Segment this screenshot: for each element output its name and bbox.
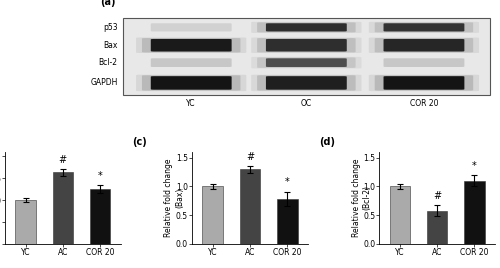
FancyBboxPatch shape — [257, 38, 356, 53]
Bar — [90, 189, 110, 244]
FancyBboxPatch shape — [136, 38, 246, 53]
Text: OC: OC — [301, 99, 312, 108]
Y-axis label: Relative fold change
(Bcl-2): Relative fold change (Bcl-2) — [352, 159, 372, 237]
Bar — [122, 18, 490, 95]
Text: *: * — [472, 161, 477, 171]
FancyBboxPatch shape — [369, 38, 479, 53]
Text: (a): (a) — [100, 0, 116, 7]
Text: *: * — [285, 177, 290, 187]
FancyBboxPatch shape — [251, 38, 362, 53]
FancyBboxPatch shape — [266, 23, 347, 31]
FancyBboxPatch shape — [384, 58, 464, 67]
FancyBboxPatch shape — [374, 38, 473, 53]
FancyBboxPatch shape — [384, 39, 464, 51]
Text: #: # — [433, 191, 442, 201]
Bar — [52, 172, 73, 244]
FancyBboxPatch shape — [257, 57, 356, 68]
Y-axis label: Relative fold change
(Bax): Relative fold change (Bax) — [164, 159, 184, 237]
FancyBboxPatch shape — [384, 76, 464, 90]
FancyBboxPatch shape — [251, 75, 362, 91]
FancyBboxPatch shape — [257, 75, 356, 91]
Text: (d): (d) — [320, 137, 336, 147]
Bar — [427, 211, 448, 244]
Bar — [390, 186, 410, 244]
FancyBboxPatch shape — [151, 39, 232, 51]
Text: *: * — [98, 171, 102, 181]
Text: Bax: Bax — [104, 41, 118, 50]
FancyBboxPatch shape — [266, 39, 347, 51]
FancyBboxPatch shape — [251, 57, 362, 68]
Text: YC: YC — [186, 99, 196, 108]
FancyBboxPatch shape — [266, 76, 347, 90]
Text: #: # — [58, 155, 67, 165]
FancyBboxPatch shape — [257, 23, 356, 32]
Text: Bcl-2: Bcl-2 — [98, 58, 117, 67]
Text: COR 20: COR 20 — [410, 99, 438, 108]
FancyBboxPatch shape — [374, 75, 473, 91]
FancyBboxPatch shape — [384, 23, 464, 31]
Bar — [464, 181, 484, 244]
FancyBboxPatch shape — [266, 58, 347, 67]
FancyBboxPatch shape — [136, 75, 246, 91]
FancyBboxPatch shape — [251, 22, 362, 33]
Text: (c): (c) — [132, 137, 147, 147]
Text: #: # — [246, 151, 254, 162]
FancyBboxPatch shape — [151, 76, 232, 90]
Bar — [277, 199, 297, 244]
Text: GAPDH: GAPDH — [90, 79, 118, 87]
Text: p53: p53 — [103, 23, 118, 32]
Bar — [202, 186, 223, 244]
Bar — [16, 200, 36, 244]
FancyBboxPatch shape — [374, 23, 473, 32]
FancyBboxPatch shape — [369, 22, 479, 33]
FancyBboxPatch shape — [142, 75, 240, 91]
FancyBboxPatch shape — [369, 75, 479, 91]
FancyBboxPatch shape — [151, 58, 232, 67]
FancyBboxPatch shape — [142, 38, 240, 53]
FancyBboxPatch shape — [151, 23, 232, 31]
Bar — [240, 169, 260, 244]
